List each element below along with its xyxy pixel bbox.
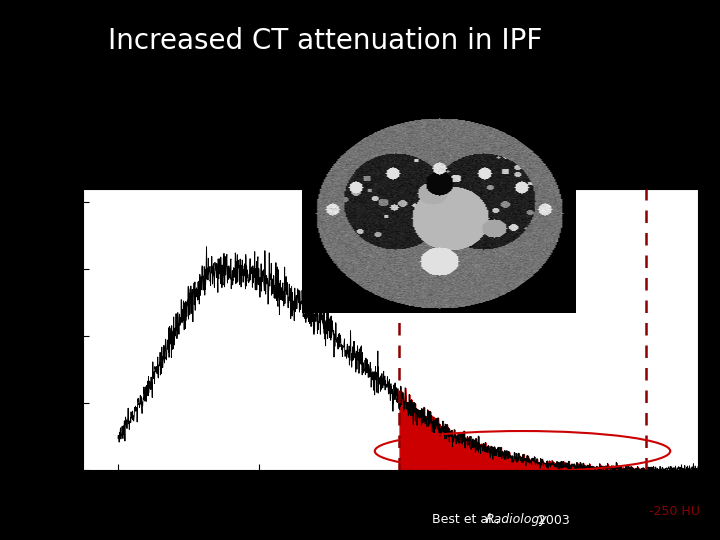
- Text: Best et al.,: Best et al.,: [432, 514, 503, 526]
- Text: Radiology: Radiology: [486, 514, 548, 526]
- Y-axis label: COUNT: COUNT: [35, 305, 48, 354]
- Text: -250 HU: -250 HU: [649, 505, 700, 518]
- Text: HU: HU: [389, 505, 410, 519]
- Text: 2003: 2003: [534, 514, 570, 526]
- Text: Increased CT attenuation in IPF: Increased CT attenuation in IPF: [108, 27, 542, 55]
